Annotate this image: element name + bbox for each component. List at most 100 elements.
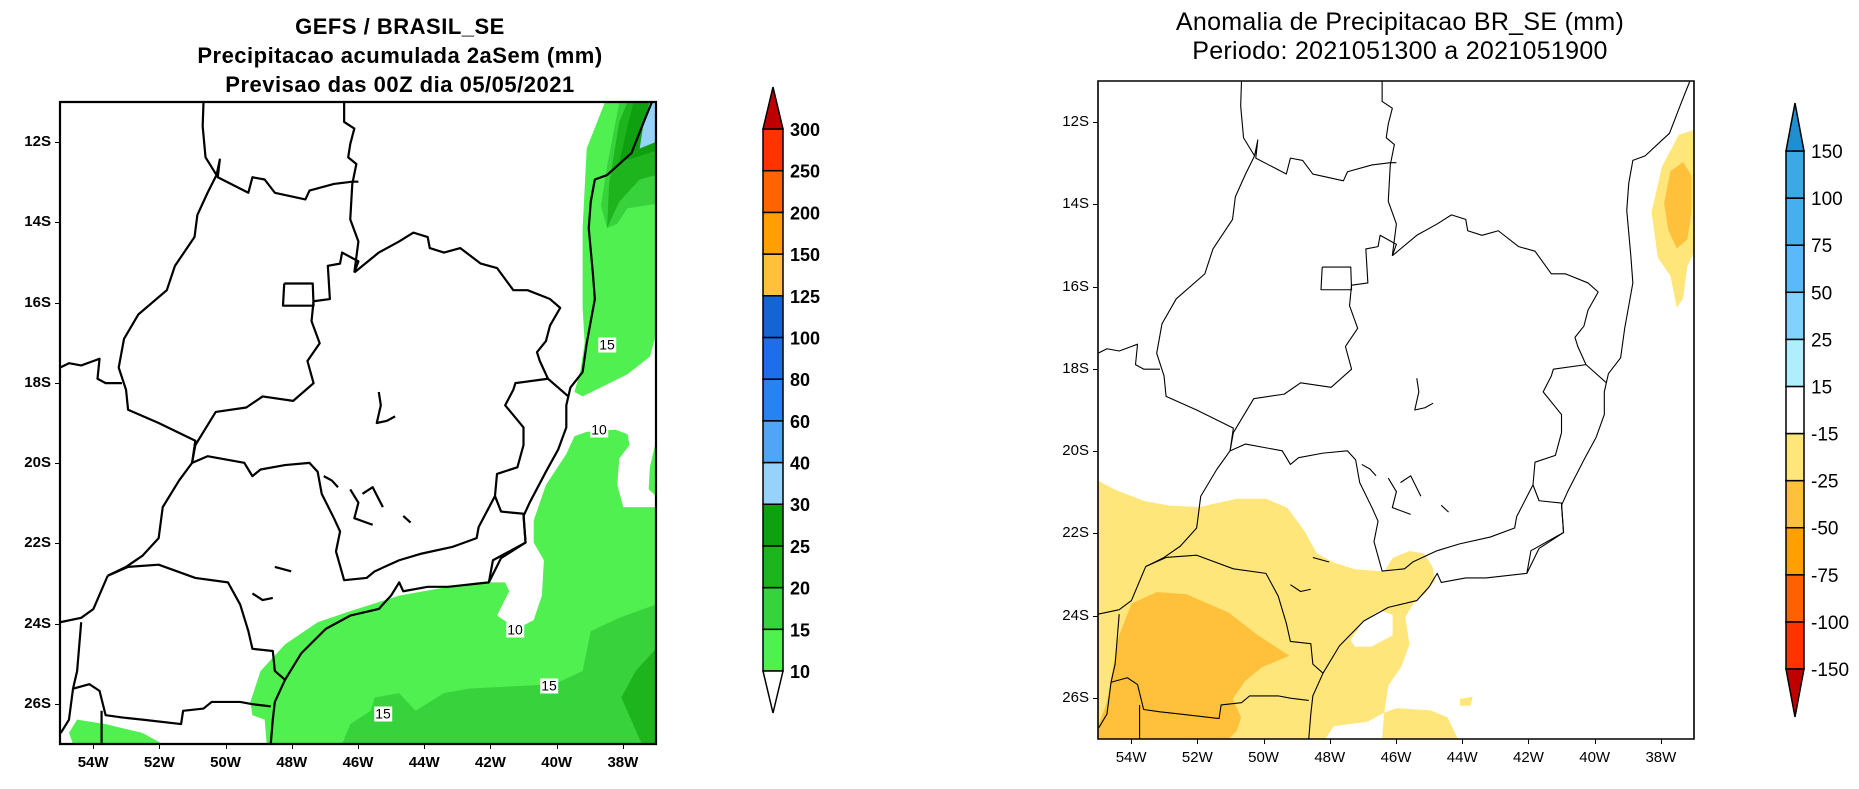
colorbar-segment (1785, 479, 1805, 529)
contour-label: 15 (598, 336, 616, 353)
state-border-line (1392, 215, 1598, 365)
colorbar-under-arrow (1785, 668, 1805, 718)
colorbar-segment (1785, 526, 1805, 576)
state-border-line (1255, 140, 1397, 181)
coastline (271, 102, 652, 744)
right-title-line-2: Periodo: 2021051300 a 2021051900 (1192, 37, 1608, 65)
latitude-tick-label: 16S (24, 293, 51, 311)
anomaly-minus25-minus50-south (1098, 592, 1290, 740)
longitude-tick-label: 50W (1248, 749, 1279, 766)
colorbar-level-label: 30 (790, 495, 810, 515)
anomaly-minus15-patch (1382, 708, 1458, 740)
lake-outline (324, 476, 338, 487)
state-border-line (399, 379, 548, 561)
colorbar-level-label: 10 (790, 662, 810, 682)
latitude-tick-label: 26S (24, 694, 51, 712)
colorbar-level-label: 80 (790, 370, 810, 390)
lake-outline (252, 593, 272, 600)
contour-label: 10 (506, 621, 524, 638)
longitude-tick-mark (1396, 739, 1397, 744)
colorbar-level-label: 50 (1811, 283, 1832, 304)
state-border-line (1157, 81, 1255, 451)
state-border-line (60, 359, 122, 383)
colorbar-level-label: 75 (1811, 236, 1832, 257)
precip-10-15-east-patch (648, 440, 656, 497)
longitude-tick-mark (1462, 739, 1464, 744)
right-title-line-1: Anomalia de Precipitacao BR_SE (mm) (1175, 8, 1625, 36)
latitude-tick-label: 14S (1062, 195, 1089, 213)
state-border-line (1382, 81, 1396, 256)
anomaly-minus15-patch-small (1459, 696, 1473, 706)
longitude-tick-mark (225, 744, 227, 749)
colorbar-level-label: 60 (790, 412, 810, 432)
colorbar-segment (762, 586, 784, 631)
precip-15-20-south (342, 604, 656, 744)
state-border-line (60, 576, 108, 622)
colorbar-segment (762, 461, 784, 505)
longitude-tick-mark (291, 744, 293, 749)
colorbar-segment (1785, 338, 1805, 388)
state-border-line (108, 463, 192, 576)
longitude-tick-mark (556, 744, 558, 749)
lake-outline (377, 392, 395, 423)
colorbar-segment (762, 169, 784, 214)
colorbar-level-label: 25 (1811, 330, 1832, 351)
longitude-tick-mark (1329, 739, 1331, 744)
precip-30-40-north (639, 102, 656, 149)
lake-outline (1313, 557, 1329, 562)
state-borders (60, 102, 652, 744)
precipitation-forecast-map (60, 102, 656, 744)
longitude-tick-label: 54W (77, 754, 109, 771)
state-border-line (108, 565, 285, 680)
state-border-line (1146, 555, 1323, 673)
latitude-tick-mark (1093, 697, 1098, 699)
colorbar-level-label: 250 (790, 162, 820, 182)
latitude-tick-mark (1093, 533, 1098, 535)
colorbar-level-label: 20 (790, 579, 810, 599)
lake-outline (1400, 476, 1420, 496)
colorbar-segment (1785, 150, 1805, 199)
colorbar-segment (762, 420, 784, 464)
longitude-tick-mark (1594, 739, 1596, 744)
longitude-tick-mark (622, 744, 624, 749)
colorbar-under-arrow (762, 670, 784, 714)
state-border-line (354, 233, 560, 379)
latitude-tick-label: 12S (1062, 113, 1089, 131)
left-title-line-2: Precipitacao acumulada 2aSem (mm) (197, 43, 603, 68)
state-border-line (1527, 485, 1564, 573)
latitude-tick-mark (55, 382, 60, 384)
latitude-tick-mark (1093, 451, 1098, 453)
contour-label: 15 (374, 705, 392, 722)
state-border-line (1230, 235, 1396, 451)
state-border-line (1099, 614, 1119, 727)
longitude-tick-label: 50W (210, 754, 241, 771)
latitude-tick-label: 18S (1062, 359, 1089, 377)
precip-20-25-south (621, 648, 656, 744)
state-border-line (1321, 267, 1352, 290)
lake-outline (362, 487, 382, 507)
state-border-line (1098, 344, 1160, 369)
latitude-tick-mark (55, 463, 60, 465)
colorbar-level-label: 40 (790, 454, 810, 474)
latitude-tick-label: 18S (24, 373, 51, 391)
longitude-tick-label: 44W (1446, 749, 1478, 766)
latitude-tick-label: 22S (24, 534, 51, 552)
latitude-tick-label: 24S (1062, 606, 1089, 624)
colorbar-segment (1785, 197, 1805, 246)
latitude-tick-label: 20S (24, 454, 51, 472)
lake-outline (1388, 478, 1410, 514)
coastline (1309, 81, 1690, 739)
state-border-line (283, 284, 314, 306)
latitude-tick-mark (55, 142, 60, 144)
anomaly-contour-fills (1098, 130, 1694, 740)
state-border-line (1437, 365, 1586, 551)
lake-outline (1441, 505, 1448, 512)
colorbar-segment (1785, 432, 1805, 482)
colorbar-level-label: -75 (1811, 566, 1838, 587)
lake-outline (350, 489, 372, 524)
colorbar-level-label: 150 (790, 245, 820, 265)
latitude-tick-mark (1093, 204, 1098, 206)
longitude-tick-mark (159, 744, 161, 749)
colorbar-segment (1785, 621, 1805, 670)
left-title-line-1: GEFS / BRASIL_SE (295, 14, 505, 39)
